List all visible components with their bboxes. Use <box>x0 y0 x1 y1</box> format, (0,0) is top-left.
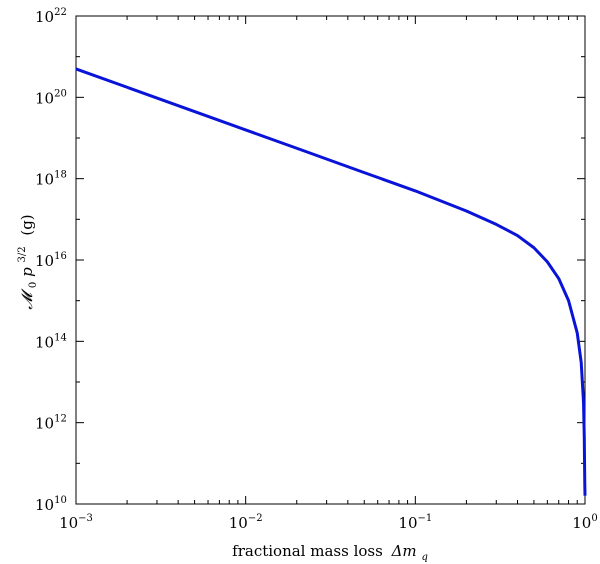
y-tick-label: 1010 <box>35 495 67 514</box>
x-axis-title-subscript: q <box>421 552 427 563</box>
y-tick-base: 10 <box>35 496 54 514</box>
x-tick-base: 10 <box>398 514 417 532</box>
y-tick-exponent: 20 <box>54 88 67 99</box>
x-tick-exponent: −3 <box>78 513 93 524</box>
x-tick-label: 10−2 <box>229 513 263 532</box>
y-axis-unit: (g) <box>18 214 36 235</box>
y-tick-label: 1016 <box>35 251 67 270</box>
y-tick-base: 10 <box>35 415 54 433</box>
y-tick-label: 1022 <box>35 7 67 26</box>
y-tick-exponent: 10 <box>54 495 67 506</box>
series-line <box>75 67 587 496</box>
x-tick-base: 10 <box>59 514 78 532</box>
y-axis-title: 𝓜 0 p 3/2 (g) <box>11 214 40 309</box>
x-tick-label: 10−3 <box>59 513 93 532</box>
y-tick-label: 1018 <box>35 170 67 189</box>
x-tick-labels: 10−3 10−2 10−1 100 <box>59 513 598 532</box>
y-axis-exponent: 3/2 <box>17 246 28 262</box>
x-axis-title: fractional mass loss Δm q <box>232 542 428 563</box>
x-axis-title-symbol: Δm <box>391 542 417 560</box>
y-tick-base: 10 <box>35 252 54 270</box>
x-tick-label: 10−1 <box>398 513 432 532</box>
y-tick-base: 10 <box>35 171 54 189</box>
x-tick-label: 100 <box>572 513 597 532</box>
x-tick-exponent: 0 <box>591 513 597 524</box>
y-axis-symbol-sub: 0 <box>28 282 39 288</box>
y-tick-exponent: 14 <box>54 332 67 343</box>
minor-ticks <box>76 16 585 504</box>
y-tick-label: 1012 <box>35 414 67 433</box>
y-tick-exponent: 12 <box>54 414 67 425</box>
y-tick-base: 10 <box>35 333 54 351</box>
x-axis-title-text: fractional mass loss <box>232 542 383 560</box>
plot-area <box>75 15 586 505</box>
y-tick-base: 10 <box>35 89 54 107</box>
series-layer <box>75 67 587 496</box>
x-tick-base: 10 <box>572 514 591 532</box>
major-ticks <box>75 15 586 505</box>
y-axis-symbol: 𝓜 <box>18 288 36 310</box>
y-tick-label: 1014 <box>35 332 67 351</box>
y-tick-exponent: 18 <box>54 170 67 181</box>
x-tick-exponent: −2 <box>248 513 263 524</box>
y-tick-base: 10 <box>35 8 54 26</box>
y-axis-var: p <box>18 267 36 277</box>
x-tick-exponent: −1 <box>418 513 433 524</box>
y-tick-exponent: 22 <box>54 7 67 18</box>
y-tick-label: 1020 <box>35 88 67 107</box>
x-tick-base: 10 <box>229 514 248 532</box>
y-tick-exponent: 16 <box>54 251 67 262</box>
